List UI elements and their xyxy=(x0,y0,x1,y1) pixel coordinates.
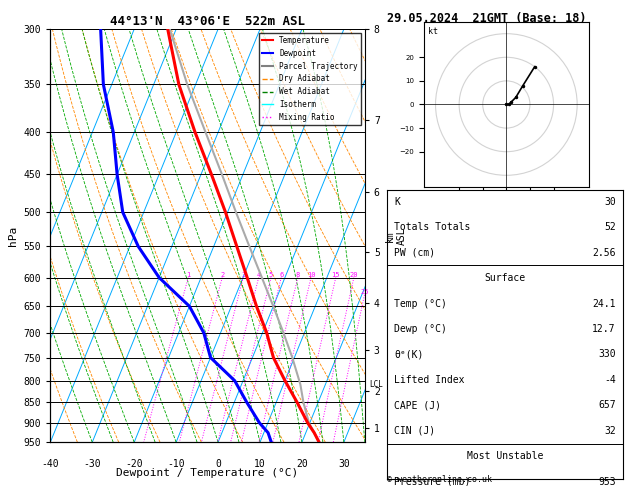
Text: 52: 52 xyxy=(604,222,616,232)
Text: 8: 8 xyxy=(296,272,300,278)
Text: 15: 15 xyxy=(331,272,340,278)
Text: 32: 32 xyxy=(604,426,616,436)
Text: kt: kt xyxy=(428,27,438,35)
Text: -30: -30 xyxy=(84,459,101,469)
Text: 657: 657 xyxy=(598,400,616,410)
Text: 330: 330 xyxy=(598,349,616,360)
Text: 1: 1 xyxy=(186,272,191,278)
Text: 24.1: 24.1 xyxy=(592,298,616,309)
Text: 29.05.2024  21GMT (Base: 18): 29.05.2024 21GMT (Base: 18) xyxy=(387,12,586,25)
Y-axis label: hPa: hPa xyxy=(8,226,18,246)
Text: -10: -10 xyxy=(167,459,185,469)
Text: 5: 5 xyxy=(269,272,273,278)
Text: 2.56: 2.56 xyxy=(592,248,616,258)
Text: Pressure (mb): Pressure (mb) xyxy=(394,477,470,486)
Text: 4: 4 xyxy=(257,272,261,278)
Text: 30: 30 xyxy=(604,197,616,207)
Text: -4: -4 xyxy=(604,375,616,385)
Text: © weatheronline.co.uk: © weatheronline.co.uk xyxy=(387,475,492,484)
Text: 10: 10 xyxy=(254,459,266,469)
Text: 30: 30 xyxy=(338,459,350,469)
Text: 20: 20 xyxy=(296,459,308,469)
Text: Dewpoint / Temperature (°C): Dewpoint / Temperature (°C) xyxy=(116,469,299,478)
Text: Surface: Surface xyxy=(484,273,525,283)
Text: CIN (J): CIN (J) xyxy=(394,426,435,436)
Text: 25: 25 xyxy=(360,289,369,295)
Text: LCL: LCL xyxy=(369,380,383,389)
Text: 3: 3 xyxy=(241,272,245,278)
Text: CAPE (J): CAPE (J) xyxy=(394,400,441,410)
Text: PW (cm): PW (cm) xyxy=(394,248,435,258)
Text: 12.7: 12.7 xyxy=(592,324,616,334)
Text: -40: -40 xyxy=(42,459,59,469)
Text: Most Unstable: Most Unstable xyxy=(467,451,543,461)
Text: Lifted Index: Lifted Index xyxy=(394,375,464,385)
Legend: Temperature, Dewpoint, Parcel Trajectory, Dry Adiabat, Wet Adiabat, Isotherm, Mi: Temperature, Dewpoint, Parcel Trajectory… xyxy=(259,33,361,125)
Text: 0: 0 xyxy=(215,459,221,469)
Text: 6: 6 xyxy=(279,272,283,278)
Text: K: K xyxy=(394,197,400,207)
Text: Temp (°C): Temp (°C) xyxy=(394,298,447,309)
Text: 10: 10 xyxy=(307,272,315,278)
Text: θᵉ(K): θᵉ(K) xyxy=(394,349,423,360)
Y-axis label: km
ASL: km ASL xyxy=(386,227,407,244)
Title: 44°13'N  43°06'E  522m ASL: 44°13'N 43°06'E 522m ASL xyxy=(110,15,305,28)
Text: -20: -20 xyxy=(125,459,143,469)
Text: 2: 2 xyxy=(220,272,225,278)
Text: Dewp (°C): Dewp (°C) xyxy=(394,324,447,334)
Text: 953: 953 xyxy=(598,477,616,486)
Text: Totals Totals: Totals Totals xyxy=(394,222,470,232)
Text: 20: 20 xyxy=(350,272,358,278)
